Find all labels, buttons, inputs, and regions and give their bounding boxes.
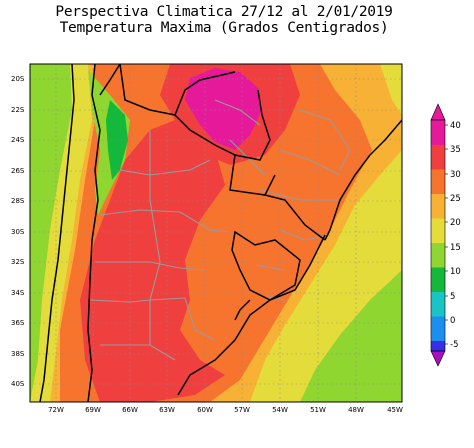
colorbar-label: 40 [450, 121, 461, 131]
colorbar-label: 25 [450, 194, 461, 204]
lat-label: 38S [11, 350, 25, 358]
colorbar-35-40 [431, 145, 445, 170]
lon-label: 72W [48, 406, 64, 414]
colorbar-label: -5 [450, 340, 458, 350]
colorbar-20-25 [431, 218, 445, 243]
lat-label: 22S [11, 106, 25, 114]
lon-label: 57W [234, 406, 250, 414]
colorbar-0-5 [431, 316, 445, 341]
colorbar: -5 0 5 10 15 20 25 30 35 40 [430, 103, 461, 367]
lat-label: 36S [11, 319, 25, 327]
peru-bolivia [99, 63, 121, 96]
temp-band-15-20-west [30, 64, 72, 402]
country-boundaries [39, 63, 403, 403]
rio-de-la-plata [234, 299, 251, 321]
chile-coast [39, 63, 75, 403]
lat-label: 40S [11, 380, 25, 388]
map-title-line-1: Perspectiva Climatica 27/12 al 2/01/2019 [55, 4, 393, 20]
uruguay-border [231, 230, 301, 301]
latitude-labels: 20S 22S 24S 26S 28S 30S 32S 34S 36S 38S … [11, 75, 25, 388]
lon-label: 54W [272, 406, 288, 414]
lat-label: 30S [11, 228, 25, 236]
lat-label: 20S [11, 75, 25, 83]
longitude-labels: 72W 69W 66W 63W 60W 57W 54W 51W 48W 45W [48, 406, 403, 414]
lat-label: 32S [11, 258, 25, 266]
lon-label: 66W [122, 406, 138, 414]
map-field [30, 64, 402, 402]
lat-label: 28S [11, 197, 25, 205]
colorbar-label: 15 [450, 243, 461, 253]
map-gridlines [30, 64, 402, 402]
province-boundaries [89, 99, 351, 361]
colorbar-15-20 [431, 243, 445, 268]
map-frame [29, 63, 403, 403]
colorbar-label: 30 [450, 170, 461, 180]
colorbar-label: 35 [450, 145, 461, 155]
colorbar-label: 20 [450, 218, 461, 228]
temp-band-15-20-se [300, 270, 402, 402]
lat-label: 26S [11, 167, 25, 175]
temp-band-gt-40 [185, 68, 262, 150]
lon-label: 63W [159, 406, 175, 414]
colorbar-arrow-bottom [430, 350, 446, 367]
map-title-line-2: Temperatura Maxima (Grados Centigrados) [59, 20, 389, 36]
colorbar-arrow-top [430, 103, 446, 121]
paraguay-border [174, 89, 271, 161]
colorbar-label: 0 [450, 316, 455, 326]
argentina-paraguay [229, 154, 276, 196]
atlantic-coast-south [177, 234, 326, 396]
lon-label: 48W [348, 406, 364, 414]
chile-argentina-border [87, 63, 101, 403]
lat-label: 34S [11, 289, 25, 297]
temp-band-35-40 [80, 120, 225, 402]
brazil-coast [324, 119, 403, 241]
temp-band-20-25-ne [380, 64, 402, 115]
lon-label: 69W [85, 406, 101, 414]
colorbar-ticks [445, 124, 448, 345]
lon-label: 60W [197, 406, 213, 414]
lon-label: 45W [387, 406, 403, 414]
colorbar-5-10 [431, 292, 445, 317]
colorbar-25-30 [431, 194, 445, 219]
colorbar-m5-0 [431, 341, 445, 351]
colorbar-label: 10 [450, 267, 461, 277]
colorbar-label: 5 [450, 292, 455, 302]
colorbar-gt-40 [431, 120, 445, 145]
colorbar-10-15 [431, 267, 445, 292]
brazil-argentina [264, 194, 326, 241]
colorbar-30-35 [431, 169, 445, 194]
lat-label: 24S [11, 136, 25, 144]
lon-label: 51W [310, 406, 326, 414]
colorbar-outline [430, 119, 446, 352]
